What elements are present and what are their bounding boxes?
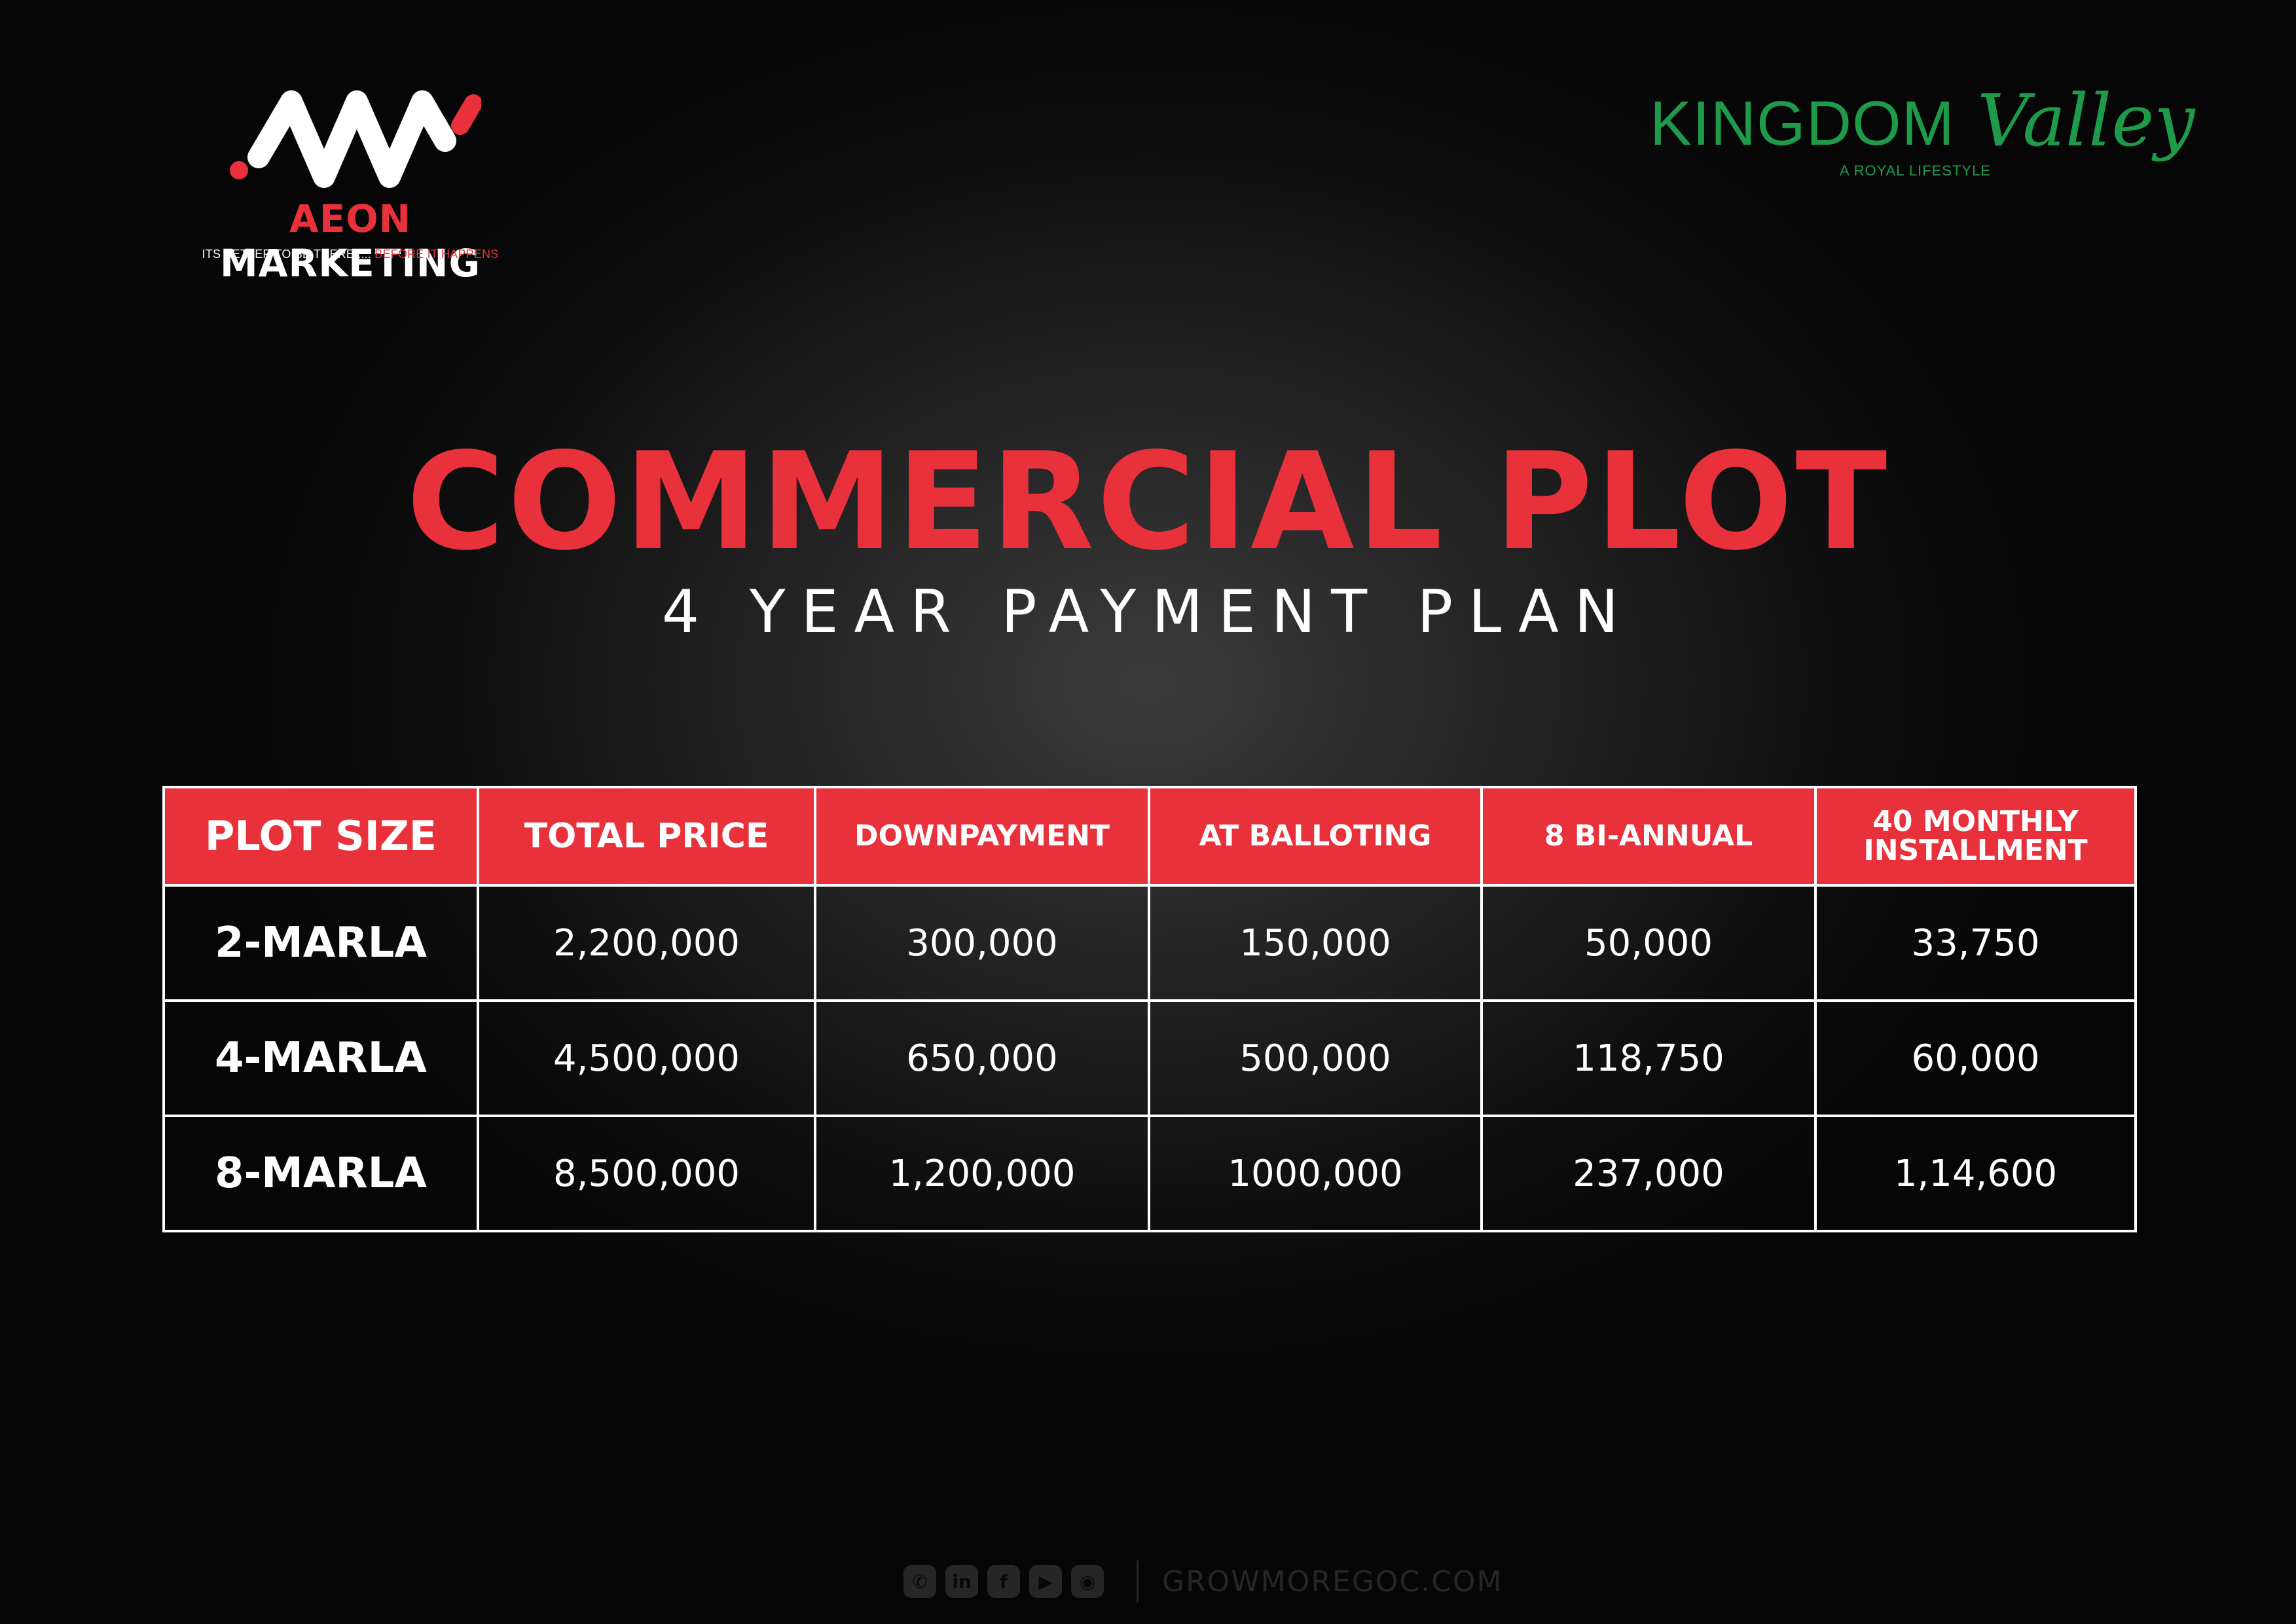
table-row: 8-MARLA 8,500,000 1,200,000 1000,000 237… [162,1115,2137,1232]
footer: ✆ in f ▶ ◉ GROWMOREGOC.COM [903,1559,1532,1604]
cell-downpayment: 650,000 [814,999,1150,1117]
header-bi-annual: 8 BI-ANNUAL [1480,786,1817,887]
whatsapp-icon[interactable]: ✆ [903,1565,936,1598]
instagram-icon[interactable]: ◉ [1071,1565,1104,1598]
aeon-brand-red: AEON [289,196,412,241]
aeon-tagline-white: ITS BETTER TO BE THERE .... [202,248,375,261]
aeon-wave-mark-icon [230,90,481,188]
header-plot-size: PLOT SIZE [162,786,479,887]
footer-website-link[interactable]: GROWMOREGOC.COM [1162,1564,1503,1598]
cell-plot-size: 4-MARLA [162,999,479,1117]
cell-at-balloting: 150,000 [1148,884,1483,1002]
payment-plan-table: PLOT SIZE TOTAL PRICE DOWNPAYMENT AT BAL… [162,786,2137,1232]
header-downpayment: DOWNPAYMENT [814,786,1150,887]
header-at-balloting: AT BALLOTING [1148,786,1483,887]
kingdom-valley-name: KINGDOM [1650,88,1955,158]
kingdom-valley-tagline: A ROYAL LIFESTYLE [1840,162,1991,179]
cell-bi-annual: 118,750 [1480,999,1817,1117]
page-title: COMMERCIAL PLOT [406,424,1890,580]
cell-at-balloting: 1000,000 [1148,1115,1483,1232]
cell-bi-annual: 237,000 [1480,1115,1817,1232]
cell-downpayment: 1,200,000 [814,1115,1150,1232]
cell-plot-size: 2-MARLA [162,884,479,1002]
cell-bi-annual: 50,000 [1480,884,1817,1002]
cell-monthly: 60,000 [1814,999,2137,1117]
aeon-tagline: ITS BETTER TO BE THERE .... BEFORE IT HA… [157,248,543,261]
table-row: 2-MARLA 2,200,000 300,000 150,000 50,000… [162,884,2137,1002]
header-total-price: TOTAL PRICE [477,786,816,887]
cell-monthly: 1,14,600 [1814,1115,2137,1232]
page-subtitle: 4 YEAR PAYMENT PLAN [661,578,1635,646]
cell-at-balloting: 500,000 [1148,999,1483,1117]
facebook-icon[interactable]: f [987,1565,1020,1598]
cell-total-price: 4,500,000 [477,999,816,1117]
header-monthly-line2: INSTALLMENT [1863,834,2088,867]
cell-downpayment: 300,000 [814,884,1150,1002]
cell-total-price: 8,500,000 [477,1115,816,1232]
kingdom-valley-logo: KINGDOM Valley A ROYAL LIFESTYLE [1650,79,2195,190]
aeon-marketing-logo: AEON MARKETING ITS BETTER TO BE THERE ..… [157,72,543,286]
cell-plot-size: 8-MARLA [162,1115,479,1232]
cell-monthly: 33,750 [1814,884,2137,1002]
header-monthly-installment: 40 MONTHLY INSTALLMENT [1814,786,2137,887]
linkedin-icon[interactable]: in [945,1565,978,1598]
aeon-brand-name: AEON MARKETING [157,196,543,286]
cell-total-price: 2,200,000 [477,884,816,1002]
kingdom-valley-script: Valley [1977,79,2195,162]
header-monthly-line1: 40 MONTHLY [1872,805,2079,838]
aeon-brand-white: MARKETING [219,241,481,286]
aeon-tagline-red: BEFORE IT HAPPENS [374,248,499,261]
table-row: 4-MARLA 4,500,000 650,000 500,000 118,75… [162,999,2137,1117]
youtube-icon[interactable]: ▶ [1029,1565,1062,1598]
table-header-row: PLOT SIZE TOTAL PRICE DOWNPAYMENT AT BAL… [162,786,2137,887]
footer-divider [1137,1560,1139,1602]
